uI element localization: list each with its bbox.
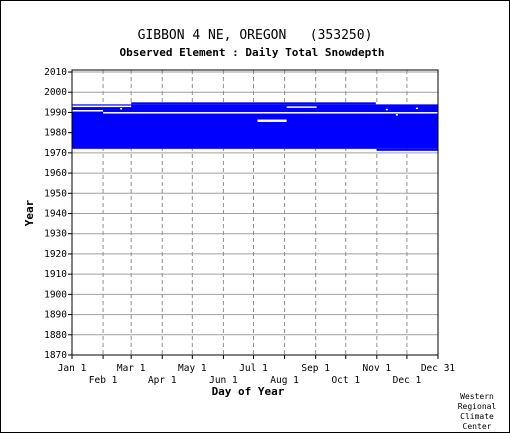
- plot-area: 2010 2000 1990 1980 1970 1960 1950 1940 1930 1920…: [44, 67, 455, 386]
- chart-subtitle: Observed Element : Daily Total Snowdepth: [120, 46, 385, 59]
- y-tick-label: 1870: [44, 350, 67, 361]
- x-tick-label-lower: Jun 1: [209, 375, 238, 386]
- y-tick-label: 1950: [44, 188, 67, 199]
- y-tick-label: 2000: [44, 87, 67, 98]
- y-tick-label: 1980: [44, 128, 67, 139]
- x-tick-label-upper: Jan 1: [58, 363, 87, 374]
- y-tick-label: 1960: [44, 168, 67, 179]
- missing-data-gap: [415, 107, 418, 110]
- x-tick-label-upper: Mar 1: [117, 363, 146, 374]
- data-coverage-block: [131, 102, 376, 105]
- y-tick-label: 1880: [44, 330, 67, 341]
- x-tick-label-upper: May 1: [178, 363, 207, 374]
- missing-data-gap: [72, 105, 132, 108]
- missing-data-gap: [385, 108, 388, 111]
- x-tick-label-upper: Nov 1: [363, 363, 392, 374]
- x-tick-label-lower: Aug 1: [270, 375, 299, 386]
- missing-data-gap: [120, 108, 123, 110]
- y-tick-label: 1940: [44, 209, 67, 220]
- y-tick-label: 1890: [44, 310, 67, 321]
- missing-data-gap: [103, 112, 438, 114]
- x-tick-label-upper: Dec 31: [421, 363, 456, 374]
- plot-border: [71, 69, 439, 356]
- data-coverage-block: [72, 104, 438, 149]
- y-tick-label: 1930: [44, 229, 67, 240]
- x-tick-label-upper: Jul 1: [239, 363, 268, 374]
- credit-line-2: Regional: [458, 402, 497, 411]
- credit-line-4: Center: [463, 422, 492, 431]
- credit-line-3: Climate: [460, 412, 494, 421]
- x-tick-label-lower: Apr 1: [148, 375, 177, 386]
- y-tick-label: 1970: [44, 148, 67, 159]
- x-tick-label-lower: Oct 1: [331, 375, 360, 386]
- x-tick-label-upper: Sep 1: [301, 363, 330, 374]
- credit-block: Western Regional Climate Center: [458, 392, 497, 431]
- y-tick-label: 1990: [44, 107, 67, 118]
- y-tick-label: 1910: [44, 269, 67, 280]
- data-coverage-block: [376, 148, 438, 151]
- y-tick-label: 2010: [44, 67, 67, 78]
- credit-line-1: Western: [460, 392, 494, 401]
- x-tick-label-lower: Dec 1: [393, 375, 422, 386]
- chart-title: GIBBON 4 NE, OREGON (353250): [138, 28, 373, 43]
- missing-data-gap: [72, 110, 104, 112]
- y-tick-label: 1920: [44, 249, 67, 260]
- missing-data-gap: [257, 119, 287, 122]
- y-axis-label: Year: [23, 199, 36, 226]
- x-tick-label-lower: Feb 1: [89, 375, 118, 386]
- missing-data-gap: [395, 114, 398, 116]
- missing-data-gap: [286, 106, 317, 108]
- x-axis-label: Day of Year: [212, 385, 285, 398]
- y-tick-label: 1900: [44, 289, 67, 300]
